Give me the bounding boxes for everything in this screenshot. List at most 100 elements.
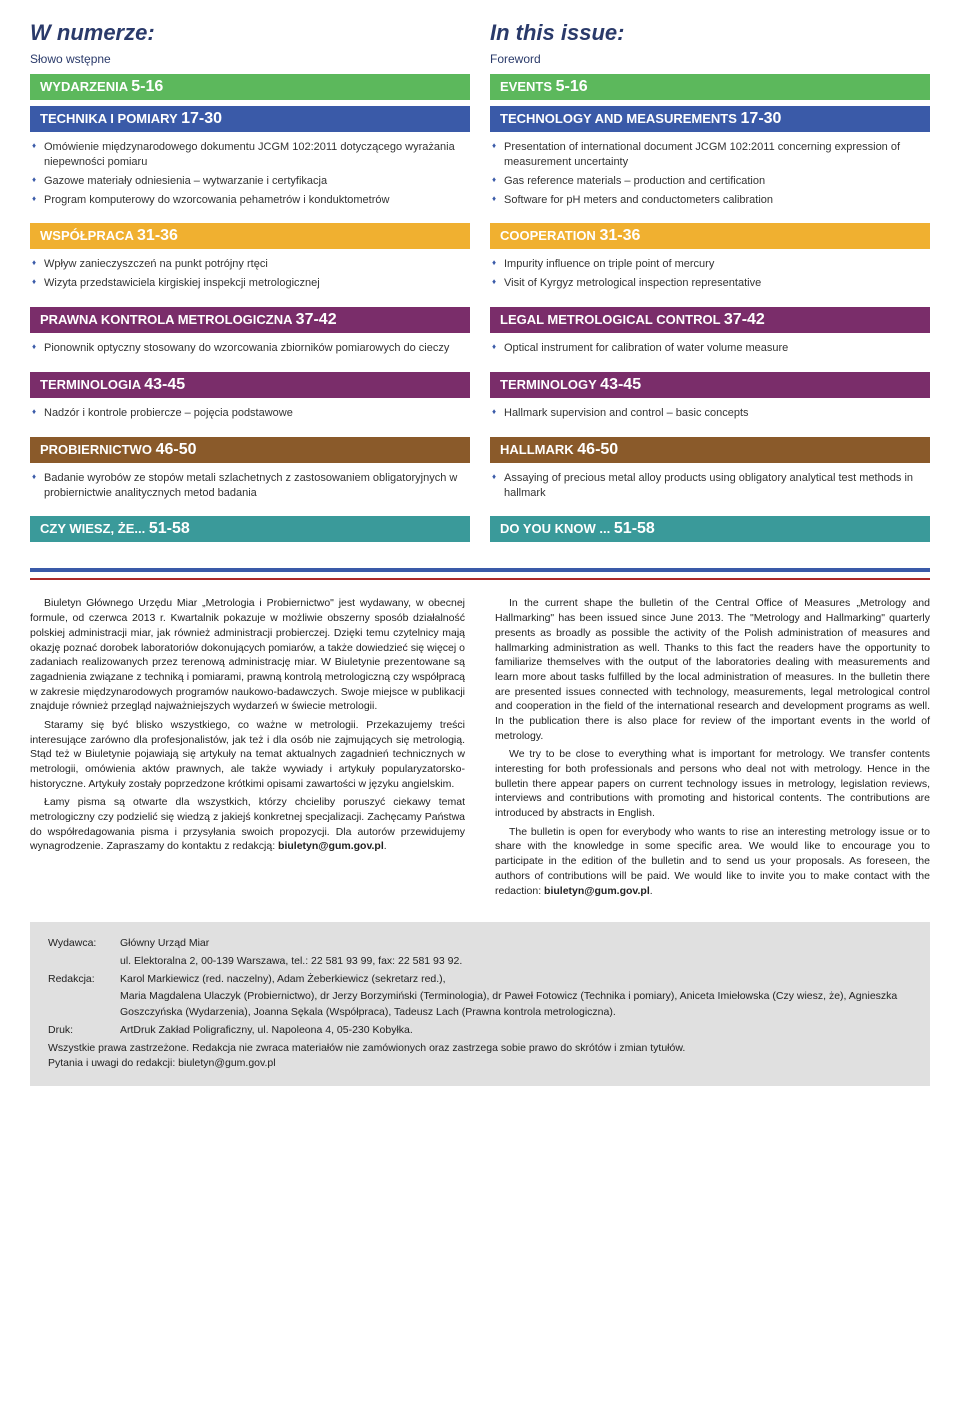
section-band: DO YOU KNOW ... 51-58 bbox=[490, 516, 930, 542]
toc-item: Presentation of international document J… bbox=[490, 138, 930, 172]
footer-label: Wydawca: bbox=[48, 936, 120, 952]
left-column: W numerze: Słowo wstępne WYDARZENIA 5-16… bbox=[30, 20, 470, 548]
section-items: Assaying of precious metal alloy product… bbox=[490, 469, 930, 503]
footer-text: Główny Urząd Miar bbox=[120, 936, 209, 952]
section-items: Wpływ zanieczyszczeń na punkt potrójny r… bbox=[30, 255, 470, 293]
section-band: WSPÓŁPRACA 31-36 bbox=[30, 223, 470, 249]
toc-item: Optical instrument for calibration of wa… bbox=[490, 339, 930, 358]
section-pages: 17-30 bbox=[741, 110, 782, 127]
divider-bar bbox=[30, 568, 930, 572]
section-label: EVENTS bbox=[500, 79, 552, 94]
divider-bar-2 bbox=[30, 578, 930, 580]
section-items: Hallmark supervision and control – basic… bbox=[490, 404, 930, 423]
section-label: HALLMARK bbox=[500, 442, 574, 457]
section-band: TECHNOLOGY AND MEASUREMENTS 17-30 bbox=[490, 106, 930, 132]
section-items: Badanie wyrobów ze stopów metali szlache… bbox=[30, 469, 470, 503]
footer-row: Wydawca:Główny Urząd Miar bbox=[48, 936, 912, 952]
section-pages: 5-16 bbox=[131, 78, 163, 95]
toc-item: Gas reference materials – production and… bbox=[490, 172, 930, 191]
footer-row: Maria Magdalena Ulaczyk (Probiernictwo),… bbox=[48, 989, 912, 1021]
toc-item: Omówienie międzynarodowego dokumentu JCG… bbox=[30, 138, 470, 172]
section-items: Presentation of international document J… bbox=[490, 138, 930, 209]
section-label: LEGAL METROLOGICAL CONTROL bbox=[500, 312, 720, 327]
section-pages: 43-45 bbox=[144, 376, 185, 393]
section-pages: 31-36 bbox=[137, 227, 178, 244]
description-left: Biuletyn Głównego Urzędu Miar „Metrologi… bbox=[30, 596, 465, 902]
toc-item: Wizyta przedstawiciela kirgiskiej inspek… bbox=[30, 274, 470, 293]
section-items: Omówienie międzynarodowego dokumentu JCG… bbox=[30, 138, 470, 209]
section-items: Impurity influence on triple point of me… bbox=[490, 255, 930, 293]
footer-row: Druk:ArtDruk Zakład Poligraficzny, ul. N… bbox=[48, 1023, 912, 1039]
footer-block: Wydawca:Główny Urząd Miar ul. Elektoralna… bbox=[30, 922, 930, 1086]
section-label: WSPÓŁPRACA bbox=[40, 228, 133, 243]
section-pages: 17-30 bbox=[181, 110, 222, 127]
footer-label: Redakcja: bbox=[48, 972, 120, 988]
toc-item: Software for pH meters and conductometer… bbox=[490, 191, 930, 210]
section-band: TERMINOLOGY 43-45 bbox=[490, 372, 930, 398]
section-pages: 46-50 bbox=[577, 441, 618, 458]
left-subheader: Słowo wstępne bbox=[30, 52, 470, 66]
section-pages: 31-36 bbox=[599, 227, 640, 244]
toc-item: Visit of Kyrgyz metrological inspection … bbox=[490, 274, 930, 293]
description-paragraph: We try to be close to everything what is… bbox=[495, 747, 930, 820]
section-label: DO YOU KNOW ... bbox=[500, 521, 610, 536]
toc-item: Impurity influence on triple point of me… bbox=[490, 255, 930, 274]
toc-item: Program komputerowy do wzorcowania peham… bbox=[30, 191, 470, 210]
section-band: CZY WIESZ, ŻE... 51-58 bbox=[30, 516, 470, 542]
section-band: WYDARZENIA 5-16 bbox=[30, 74, 470, 100]
footer-text: Maria Magdalena Ulaczyk (Probiernictwo),… bbox=[120, 989, 912, 1021]
footer-row: ul. Elektoralna 2, 00-139 Warszawa, tel.… bbox=[48, 954, 912, 970]
toc-item: Hallmark supervision and control – basic… bbox=[490, 404, 930, 423]
section-label: CZY WIESZ, ŻE... bbox=[40, 521, 145, 536]
left-header: W numerze: bbox=[30, 20, 470, 46]
footer-row: Redakcja:Karol Markiewicz (red. naczelny… bbox=[48, 972, 912, 988]
toc-item: Assaying of precious metal alloy product… bbox=[490, 469, 930, 503]
footer-tail: Wszystkie prawa zastrzeżone. Redakcja ni… bbox=[48, 1041, 912, 1057]
section-label: TERMINOLOGY bbox=[500, 377, 597, 392]
description-paragraph: In the current shape the bulletin of the… bbox=[495, 596, 930, 743]
section-pages: 37-42 bbox=[724, 311, 765, 328]
description-paragraph: The bulletin is open for everybody who w… bbox=[495, 825, 930, 898]
toc-item: Nadzór i kontrole probiercze – pojęcia p… bbox=[30, 404, 470, 423]
section-label: TECHNOLOGY AND MEASUREMENTS bbox=[500, 111, 737, 126]
footer-text: ArtDruk Zakład Poligraficzny, ul. Napole… bbox=[120, 1023, 413, 1039]
section-pages: 51-58 bbox=[614, 520, 655, 537]
section-pages: 37-42 bbox=[296, 311, 337, 328]
toc-columns: W numerze: Słowo wstępne WYDARZENIA 5-16… bbox=[30, 20, 930, 548]
section-label: PROBIERNICTWO bbox=[40, 442, 152, 457]
section-band: HALLMARK 46-50 bbox=[490, 437, 930, 463]
toc-item: Badanie wyrobów ze stopów metali szlache… bbox=[30, 469, 470, 503]
section-label: COOPERATION bbox=[500, 228, 596, 243]
section-pages: 5-16 bbox=[556, 78, 588, 95]
footer-text: Karol Markiewicz (red. naczelny), Adam Ż… bbox=[120, 972, 446, 988]
section-items: Optical instrument for calibration of wa… bbox=[490, 339, 930, 358]
description-paragraph: Łamy pisma są otwarte dla wszystkich, kt… bbox=[30, 795, 465, 854]
left-sections: WYDARZENIA 5-16 TECHNIKA I POMIARY 17-30 O… bbox=[30, 74, 470, 542]
description-columns: Biuletyn Głównego Urzędu Miar „Metrologi… bbox=[30, 596, 930, 902]
footer-tail: Pytania i uwagi do redakcji: biuletyn@gu… bbox=[48, 1056, 912, 1072]
section-band: PRAWNA KONTROLA METROLOGICZNA 37-42 bbox=[30, 307, 470, 333]
toc-item: Pionownik optyczny stosowany do wzorcowa… bbox=[30, 339, 470, 358]
description-paragraph: Biuletyn Głównego Urzędu Miar „Metrologi… bbox=[30, 596, 465, 714]
toc-item: Wpływ zanieczyszczeń na punkt potrójny r… bbox=[30, 255, 470, 274]
section-band: COOPERATION 31-36 bbox=[490, 223, 930, 249]
section-band: TECHNIKA I POMIARY 17-30 bbox=[30, 106, 470, 132]
section-band: TERMINOLOGIA 43-45 bbox=[30, 372, 470, 398]
section-band: LEGAL METROLOGICAL CONTROL 37-42 bbox=[490, 307, 930, 333]
section-pages: 51-58 bbox=[149, 520, 190, 537]
description-right: In the current shape the bulletin of the… bbox=[495, 596, 930, 902]
footer-text: ul. Elektoralna 2, 00-139 Warszawa, tel.… bbox=[120, 954, 462, 970]
section-pages: 43-45 bbox=[600, 376, 641, 393]
right-subheader: Foreword bbox=[490, 52, 930, 66]
section-label: PRAWNA KONTROLA METROLOGICZNA bbox=[40, 312, 292, 327]
section-band: PROBIERNICTWO 46-50 bbox=[30, 437, 470, 463]
section-items: Nadzór i kontrole probiercze – pojęcia p… bbox=[30, 404, 470, 423]
section-label: TERMINOLOGIA bbox=[40, 377, 141, 392]
right-sections: EVENTS 5-16 TECHNOLOGY AND MEASUREMENTS 1… bbox=[490, 74, 930, 542]
section-items: Pionownik optyczny stosowany do wzorcowa… bbox=[30, 339, 470, 358]
footer-label bbox=[48, 989, 120, 1021]
section-pages: 46-50 bbox=[156, 441, 197, 458]
toc-item: Gazowe materiały odniesienia – wytwarzan… bbox=[30, 172, 470, 191]
right-header: In this issue: bbox=[490, 20, 930, 46]
section-label: TECHNIKA I POMIARY bbox=[40, 111, 177, 126]
